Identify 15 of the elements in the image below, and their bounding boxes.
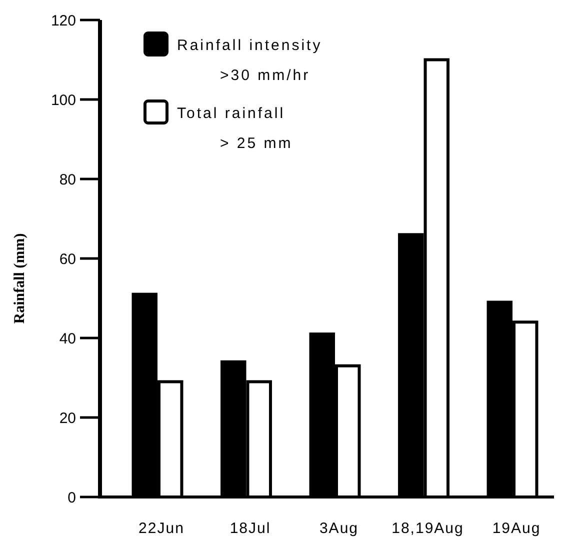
y-tick-label: 80: [59, 171, 76, 188]
y-tick-label: 40: [59, 330, 76, 348]
x-tick-label: 3Aug: [319, 520, 359, 537]
y-tick-label: 60: [59, 250, 76, 268]
y-tick-label: 120: [50, 12, 76, 30]
x-tick-label: 22Jun: [138, 520, 184, 537]
y-tick-label: 100: [50, 92, 76, 109]
x-tick-label: 18Jul: [230, 520, 271, 537]
y-tick-label: 20: [59, 410, 76, 427]
y-tick-label: 0: [68, 489, 76, 506]
legend-label: Rainfall intensity >30 mm/hr: [177, 37, 322, 84]
x-tick-label: 19Aug: [492, 520, 541, 537]
y-axis-title: Rainfall (mm): [12, 233, 28, 324]
legend-label: Total rainfall > 25 mm: [177, 105, 293, 152]
x-tick-label: 18,19Aug: [392, 520, 464, 537]
